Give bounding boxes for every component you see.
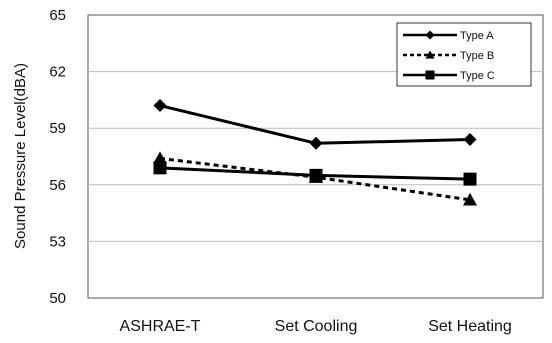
series-group (153, 99, 477, 206)
x-category-label: Set Cooling (275, 318, 358, 335)
data-point-marker (463, 192, 477, 206)
data-point-marker (153, 151, 167, 164)
data-point-marker (463, 133, 477, 147)
x-category-label: Set Heating (428, 318, 512, 335)
legend: Type A Type B Type C (396, 22, 532, 87)
data-point-marker (463, 172, 477, 186)
legend-marker (425, 50, 435, 59)
y-tick-label: 53 (49, 233, 66, 250)
legend-marker (425, 70, 435, 80)
x-axis-categories: ASHRAE-T Set Cooling Set Heating (120, 318, 512, 335)
legend-label: Type A (460, 30, 494, 42)
legend-label: Type C (460, 70, 495, 82)
data-point-marker (153, 99, 167, 113)
y-tick-label: 56 (49, 177, 66, 194)
y-tick-label: 59 (49, 120, 66, 137)
legend-label: Type B (460, 50, 494, 62)
y-tick-label: 65 (49, 7, 66, 24)
series-type-a (153, 99, 477, 150)
data-point-marker (153, 161, 167, 175)
data-point-marker (309, 168, 323, 182)
series-type-c (153, 161, 477, 186)
y-axis-title: Sound Pressure Level(dBA) (12, 63, 29, 249)
y-tick-label: 50 (49, 290, 66, 307)
y-tick-label: 62 (49, 64, 66, 81)
legend-marker (425, 30, 435, 40)
data-point-marker (309, 136, 323, 150)
x-category-label: ASHRAE-T (120, 318, 201, 335)
y-axis-ticks: 50 53 56 59 62 65 (49, 7, 66, 307)
